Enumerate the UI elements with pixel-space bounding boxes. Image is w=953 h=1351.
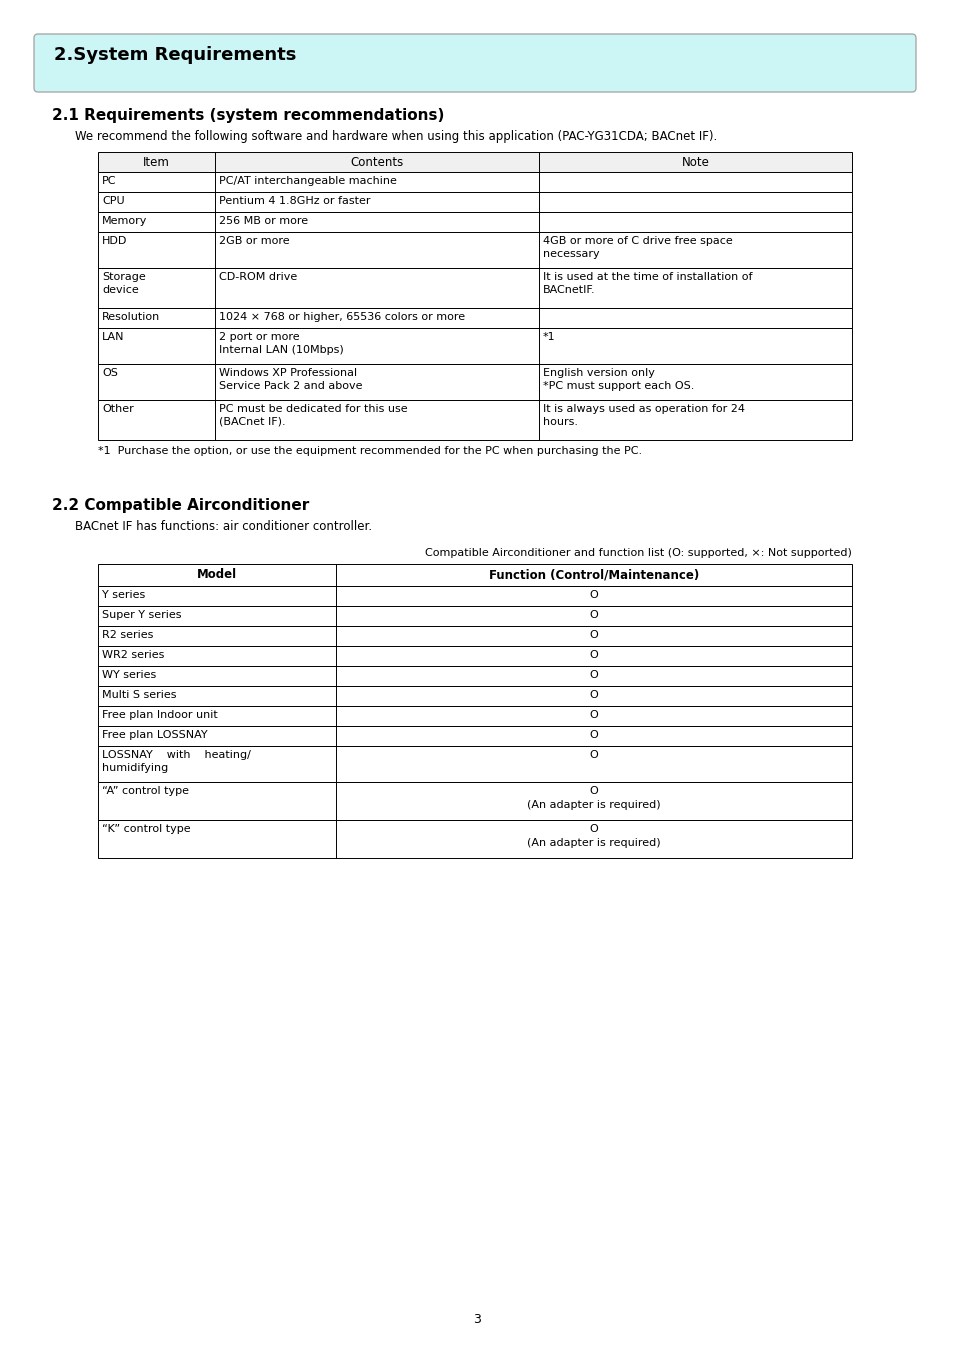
Bar: [98, 746, 851, 782]
Text: Other: Other: [102, 404, 133, 413]
Text: We recommend the following software and hardware when using this application (PA: We recommend the following software and …: [75, 130, 717, 143]
Text: Windows XP Professional: Windows XP Professional: [218, 367, 356, 378]
Bar: [98, 212, 851, 232]
Bar: [98, 267, 851, 308]
Text: necessary: necessary: [542, 249, 599, 259]
Text: 2.2 Compatible Airconditioner: 2.2 Compatible Airconditioner: [52, 499, 309, 513]
Text: Memory: Memory: [102, 216, 147, 226]
Text: It is used at the time of installation of: It is used at the time of installation o…: [542, 272, 752, 282]
Text: O: O: [589, 730, 598, 740]
Text: O: O: [589, 750, 598, 761]
Text: *PC must support each OS.: *PC must support each OS.: [542, 381, 694, 390]
Text: R2 series: R2 series: [102, 630, 153, 640]
Text: HDD: HDD: [102, 236, 128, 246]
Text: “A” control type: “A” control type: [102, 786, 189, 796]
Bar: [98, 400, 851, 440]
Text: BACnet IF has functions: air conditioner controller.: BACnet IF has functions: air conditioner…: [75, 520, 372, 534]
Bar: [98, 153, 851, 172]
FancyBboxPatch shape: [34, 34, 915, 92]
Text: Free plan LOSSNAY: Free plan LOSSNAY: [102, 730, 208, 740]
Bar: [98, 820, 851, 858]
Text: 256 MB or more: 256 MB or more: [218, 216, 308, 226]
Text: 2 port or more: 2 port or more: [218, 332, 299, 342]
Bar: [98, 666, 851, 686]
Text: O: O: [589, 690, 598, 700]
Bar: [98, 607, 851, 626]
Text: LOSSNAY    with    heating/: LOSSNAY with heating/: [102, 750, 251, 761]
Text: *1  Purchase the option, or use the equipment recommended for the PC when purcha: *1 Purchase the option, or use the equip…: [98, 446, 641, 457]
Text: O: O: [589, 650, 598, 661]
Text: O: O: [589, 630, 598, 640]
Text: OS: OS: [102, 367, 118, 378]
Text: Model: Model: [196, 567, 236, 581]
Bar: [98, 172, 851, 192]
Text: Free plan Indoor unit: Free plan Indoor unit: [102, 711, 217, 720]
Text: 2.System Requirements: 2.System Requirements: [54, 46, 296, 63]
Text: PC/AT interchangeable machine: PC/AT interchangeable machine: [218, 176, 396, 186]
Text: O: O: [589, 590, 598, 600]
Text: (An adapter is required): (An adapter is required): [526, 800, 659, 811]
Text: It is always used as operation for 24: It is always used as operation for 24: [542, 404, 744, 413]
Text: O: O: [589, 786, 598, 796]
Text: (BACnet IF).: (BACnet IF).: [218, 417, 285, 427]
Text: 2.1 Requirements (system recommendations): 2.1 Requirements (system recommendations…: [52, 108, 444, 123]
Text: CPU: CPU: [102, 196, 125, 205]
Text: Storage: Storage: [102, 272, 146, 282]
Text: PC must be dedicated for this use: PC must be dedicated for this use: [218, 404, 407, 413]
Bar: [98, 782, 851, 820]
Text: WY series: WY series: [102, 670, 156, 680]
Text: *1: *1: [542, 332, 556, 342]
Bar: [98, 328, 851, 363]
Text: CD-ROM drive: CD-ROM drive: [218, 272, 296, 282]
Text: 4GB or more of C drive free space: 4GB or more of C drive free space: [542, 236, 732, 246]
Bar: [98, 586, 851, 607]
Bar: [98, 646, 851, 666]
Text: O: O: [589, 670, 598, 680]
Text: LAN: LAN: [102, 332, 125, 342]
Text: WR2 series: WR2 series: [102, 650, 164, 661]
Text: Pentium 4 1.8GHz or faster: Pentium 4 1.8GHz or faster: [218, 196, 370, 205]
Text: BACnetIF.: BACnetIF.: [542, 285, 595, 295]
Text: Function (Control/Maintenance): Function (Control/Maintenance): [488, 567, 699, 581]
Text: Note: Note: [680, 155, 709, 169]
Text: 2GB or more: 2GB or more: [218, 236, 289, 246]
Text: Internal LAN (10Mbps): Internal LAN (10Mbps): [218, 345, 343, 355]
Text: Y series: Y series: [102, 590, 145, 600]
Text: Multi S series: Multi S series: [102, 690, 176, 700]
Bar: [98, 707, 851, 725]
Text: Compatible Airconditioner and function list (O: supported, ×: Not supported): Compatible Airconditioner and function l…: [425, 549, 851, 558]
Text: PC: PC: [102, 176, 116, 186]
Bar: [98, 363, 851, 400]
Bar: [98, 626, 851, 646]
Text: O: O: [589, 611, 598, 620]
Text: Service Pack 2 and above: Service Pack 2 and above: [218, 381, 362, 390]
Bar: [98, 686, 851, 707]
Text: “K” control type: “K” control type: [102, 824, 191, 834]
Text: 3: 3: [473, 1313, 480, 1325]
Text: device: device: [102, 285, 138, 295]
Text: 1024 × 768 or higher, 65536 colors or more: 1024 × 768 or higher, 65536 colors or mo…: [218, 312, 464, 322]
Text: English version only: English version only: [542, 367, 655, 378]
Text: hours.: hours.: [542, 417, 578, 427]
Text: Super Y series: Super Y series: [102, 611, 181, 620]
Text: O: O: [589, 824, 598, 834]
Text: humidifying: humidifying: [102, 763, 168, 773]
Bar: [98, 192, 851, 212]
Bar: [98, 232, 851, 267]
Bar: [98, 308, 851, 328]
Text: Contents: Contents: [350, 155, 403, 169]
Text: O: O: [589, 711, 598, 720]
Bar: [98, 725, 851, 746]
Text: (An adapter is required): (An adapter is required): [526, 838, 659, 848]
Text: Item: Item: [143, 155, 170, 169]
Text: Resolution: Resolution: [102, 312, 160, 322]
Bar: [98, 563, 851, 586]
